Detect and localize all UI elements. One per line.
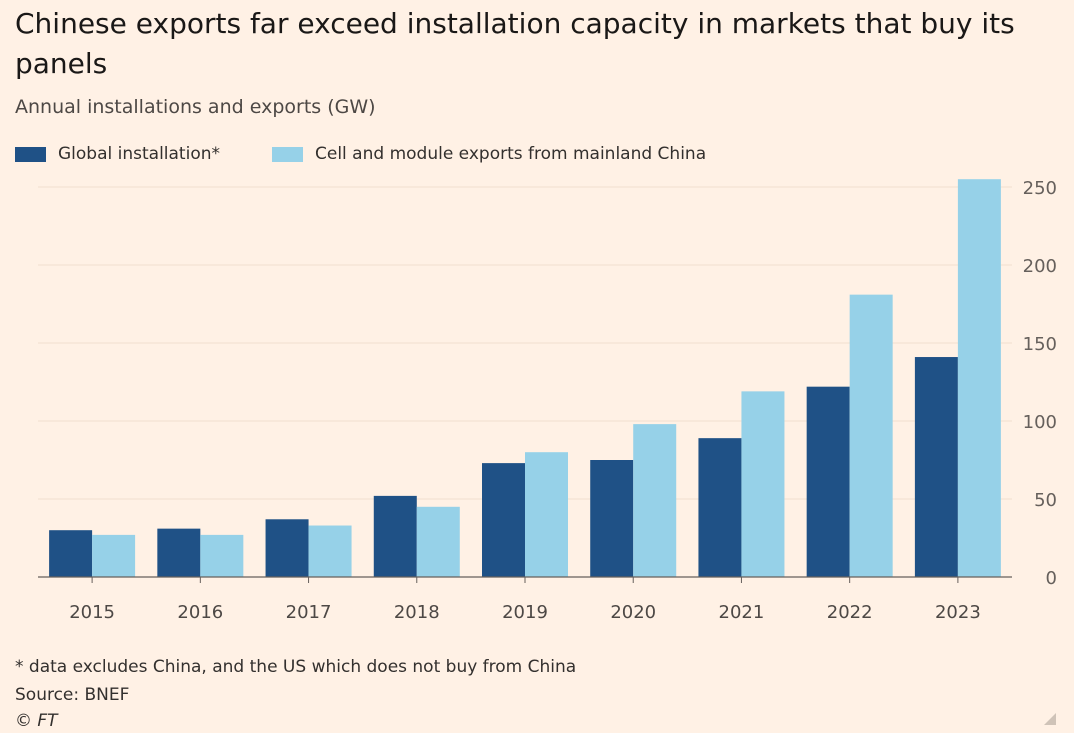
x-tick-label: 2019 — [502, 602, 548, 623]
bar-exports — [92, 534, 136, 577]
bar-global-installation — [373, 495, 417, 577]
chart-subtitle: Annual installations and exports (GW) — [15, 96, 376, 118]
legend-label-global-installation: Global installation* — [58, 144, 220, 164]
bar-global-installation — [49, 530, 93, 577]
resize-handle-icon[interactable] — [1044, 713, 1056, 725]
bar-chart: 0 50 100 150 200 250 2015 2016 2017 2018 2019 2020 2… — [38, 178, 1057, 623]
x-tick-label: 2017 — [286, 602, 332, 623]
bar-global-installation — [265, 519, 309, 577]
bar-exports — [308, 525, 352, 577]
bar-exports — [741, 391, 785, 577]
chart-title: Chinese exports far exceed installation … — [15, 7, 1015, 80]
x-tick-label: 2018 — [394, 602, 440, 623]
legend: Global installation* Cell and module exp… — [15, 144, 758, 164]
bar-global-installation — [482, 463, 525, 577]
bar-global-installation — [590, 460, 634, 577]
bar-exports — [849, 294, 893, 577]
x-tick-label: 2015 — [69, 602, 115, 623]
x-tick-label: 2021 — [719, 602, 765, 623]
y-tick-label: 250 — [1023, 178, 1057, 199]
legend-label-exports: Cell and module exports from mainland Ch… — [315, 144, 707, 164]
bar-exports — [525, 452, 568, 577]
bar-exports — [200, 534, 244, 577]
bar-global-installation — [157, 528, 201, 577]
copyright: © FT — [15, 711, 58, 731]
source-note: Source: BNEF — [15, 685, 130, 705]
legend-item-global-installation: Global installation* — [15, 144, 220, 164]
bar-global-installation — [698, 438, 742, 577]
bar-exports — [957, 179, 1001, 577]
bar-exports — [633, 424, 677, 577]
x-tick-label: 2022 — [827, 602, 873, 623]
legend-swatch-global-installation — [15, 146, 46, 162]
y-tick-label: 0 — [1046, 568, 1057, 589]
legend-item-exports: Cell and module exports from mainland Ch… — [272, 144, 706, 164]
x-tick-label: 2016 — [177, 602, 223, 623]
x-tick-label: 2023 — [935, 602, 981, 623]
y-tick-label: 200 — [1023, 256, 1057, 277]
footnote: * data excludes China, and the US which … — [15, 657, 577, 677]
bar-global-installation — [914, 357, 958, 577]
legend-swatch-exports — [272, 146, 303, 162]
y-tick-label: 50 — [1034, 490, 1057, 511]
bar-global-installation — [806, 386, 850, 577]
y-tick-label: 150 — [1023, 334, 1057, 355]
x-tick-label: 2020 — [610, 602, 656, 623]
y-tick-label: 100 — [1023, 412, 1057, 433]
bar-exports — [416, 506, 460, 577]
